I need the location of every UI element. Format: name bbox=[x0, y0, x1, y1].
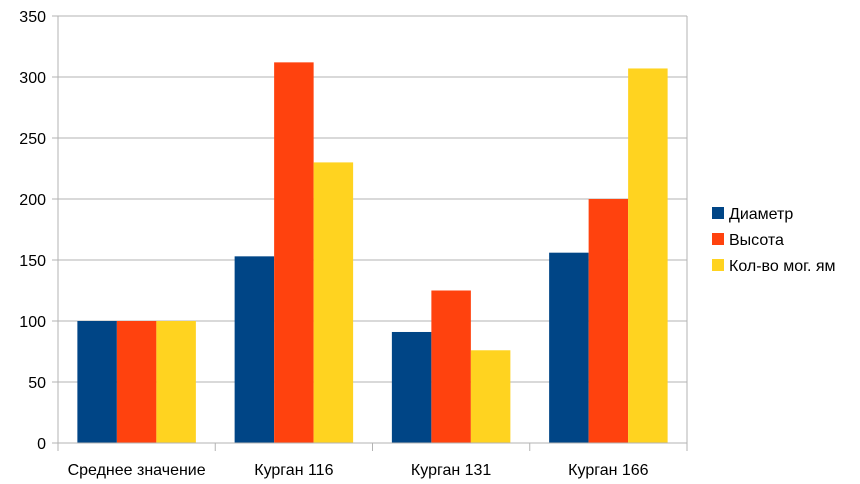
bar-3-1 bbox=[156, 321, 196, 443]
y-tick-label-150: 150 bbox=[19, 253, 46, 270]
y-tick-label-0: 0 bbox=[37, 436, 46, 453]
legend-label-1: Диаметр bbox=[729, 206, 793, 223]
bar-2-3 bbox=[431, 290, 471, 443]
bars bbox=[77, 62, 668, 444]
bar-3-4 bbox=[628, 68, 668, 444]
axes: 0 50 100 150 200 250 300 350 Среднее значение Кур… bbox=[19, 9, 688, 479]
x-category-label-2: Курган 116 bbox=[254, 462, 333, 479]
x-category-label-4: Курган 166 bbox=[568, 462, 649, 479]
legend-swatch-2 bbox=[712, 233, 724, 245]
y-tick-label-200: 200 bbox=[19, 192, 46, 209]
legend-swatch-3 bbox=[712, 259, 724, 271]
bar-1-1 bbox=[77, 321, 117, 443]
bar-2-4 bbox=[588, 199, 629, 443]
x-category-label-3: Курган 131 bbox=[411, 462, 492, 479]
y-tick-label-100: 100 bbox=[19, 314, 46, 331]
bar-1-3 bbox=[391, 331, 432, 443]
legend-swatch-1 bbox=[712, 207, 724, 219]
bar-1-2 bbox=[234, 256, 275, 443]
legend: Диаметр Высота Кол-во мог. ям bbox=[712, 206, 836, 275]
bar-3-3 bbox=[470, 350, 511, 443]
legend-label-3: Кол-во мог. ям bbox=[729, 258, 836, 275]
y-tick-label-350: 350 bbox=[19, 9, 46, 26]
x-category-label-1: Среднее значение bbox=[68, 462, 206, 479]
y-tick-label-50: 50 bbox=[28, 375, 46, 392]
bar-2-1 bbox=[116, 321, 157, 443]
legend-label-2: Высота bbox=[729, 232, 784, 249]
bar-1-4 bbox=[549, 252, 589, 443]
y-tick-label-250: 250 bbox=[19, 131, 46, 148]
bar-3-2 bbox=[313, 162, 354, 443]
y-tick-label-300: 300 bbox=[19, 70, 46, 87]
bar-2-2 bbox=[274, 62, 314, 444]
